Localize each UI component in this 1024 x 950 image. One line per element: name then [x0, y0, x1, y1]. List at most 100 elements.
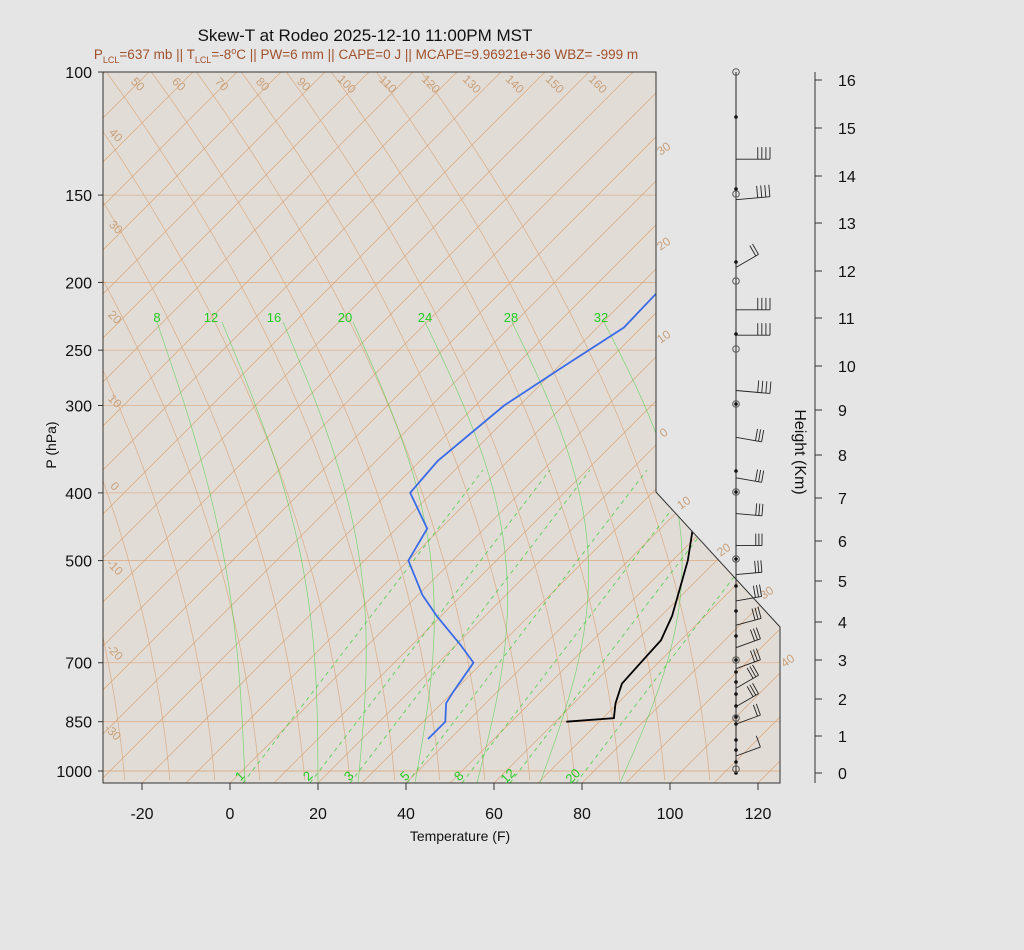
- isotherm-line: [103, 72, 546, 783]
- dry-adiabat-line: [196, 72, 486, 781]
- wind-dot: [734, 738, 738, 742]
- wind-level-circle: [732, 190, 740, 198]
- moist-adiabat-label: 32: [594, 310, 608, 325]
- wind-barb-flag: [758, 469, 762, 482]
- wind-barb: [735, 513, 762, 517]
- height-tick-label: 15: [838, 121, 856, 138]
- isotherm-line: [103, 72, 634, 783]
- mixing-ratio-line: [406, 469, 648, 783]
- wind-dot: [734, 490, 738, 494]
- wind-barb-flag: [746, 686, 754, 698]
- wind-dot: [734, 634, 738, 638]
- height-tick-label: 10: [838, 359, 856, 376]
- wind-barb-flag: [757, 560, 760, 573]
- wind-dot: [734, 187, 738, 191]
- dry-adiabat-line: [421, 72, 711, 781]
- isotherm-line: [103, 72, 678, 783]
- x-tick-label: -20: [130, 806, 153, 823]
- moist-adiabat-line: [282, 321, 367, 783]
- dry-adiabat-line: [376, 72, 666, 781]
- wind-barb-flag: [749, 666, 757, 678]
- wind-dot: [734, 680, 738, 684]
- wind-barb-flag: [754, 607, 759, 620]
- wind-dot: [734, 715, 738, 719]
- dry-adiabat-line: [106, 72, 396, 781]
- wind-barb-flag: [761, 503, 764, 516]
- height-tick-label: 6: [838, 534, 847, 551]
- wind-level-circle: [732, 400, 740, 408]
- wind-barb-flag: [752, 628, 758, 641]
- dry-adiabat-line: [286, 72, 576, 781]
- moist-adiabat-line: [352, 321, 435, 783]
- moist-adiabat-label: 20: [338, 310, 352, 325]
- pressure-tick-label: 1000: [56, 764, 92, 781]
- moist-adiabat-label: 8: [153, 310, 160, 325]
- height-tick-label: 2: [838, 692, 847, 709]
- dry-adiabat-line: [241, 72, 531, 781]
- height-tick-label: 3: [838, 653, 847, 670]
- moist-adiabat-label: 12: [204, 310, 218, 325]
- x-tick-label: 40: [397, 806, 415, 823]
- wind-dot: [734, 670, 738, 674]
- moist-adiabat-label: 24: [418, 310, 432, 325]
- wind-barb: [735, 638, 761, 649]
- wind-barb: [735, 254, 759, 268]
- wind-dot: [734, 469, 738, 473]
- x-tick-label: 0: [226, 806, 235, 823]
- isotherm-line: [537, 72, 780, 783]
- isotherm-line: [103, 72, 502, 783]
- wind-barb-flag: [757, 606, 762, 619]
- wind-barb-flag: [752, 683, 759, 694]
- wind-barb: [735, 436, 762, 443]
- height-tick-label: 7: [838, 491, 847, 508]
- wind-barb-flag: [755, 648, 761, 660]
- isotherm-line: [103, 72, 458, 783]
- pressure-tick-label: 100: [65, 65, 92, 82]
- plot-frame: [102, 71, 781, 784]
- wind-barb-flag: [750, 650, 755, 663]
- dry-adiabat-line: [103, 72, 216, 781]
- height-tick-label: 13: [838, 216, 856, 233]
- wind-profile: [732, 68, 772, 775]
- wind-barb-flag: [769, 381, 772, 394]
- mixing-ratio-line: [242, 469, 484, 783]
- isotherm-line: [449, 72, 780, 783]
- plot-area: [103, 72, 780, 783]
- wind-level-circle: [732, 277, 740, 285]
- height-tick-label: 11: [838, 311, 855, 328]
- moist-adiabat-line: [511, 321, 589, 783]
- moist-adiabat-line: [424, 321, 508, 783]
- wind-barb: [735, 659, 761, 670]
- isotherm-line: [625, 72, 780, 783]
- wind-barb-flag: [749, 684, 757, 696]
- chart-title: Skew-T at Rodeo 2025-12-10 11:00PM MST: [198, 26, 533, 45]
- wind-barb-flag: [761, 429, 765, 442]
- wind-barb-flag: [754, 560, 757, 573]
- height-tick-label: 5: [838, 574, 847, 591]
- wind-barb-flag: [750, 629, 755, 642]
- mixing-ratio-line: [461, 469, 703, 783]
- pressure-tick-label: 700: [65, 656, 92, 673]
- x-tick-label: 100: [657, 806, 684, 823]
- wind-barb-flag: [752, 704, 758, 717]
- isotherm-line: [103, 72, 326, 783]
- wind-barb: [735, 477, 762, 483]
- isotherm-line: [493, 72, 780, 783]
- wind-barb-flag: [755, 627, 761, 639]
- isotherm-line: [103, 72, 370, 783]
- height-tick-label: 16: [838, 73, 856, 90]
- wind-barb-flag: [757, 380, 760, 393]
- wind-dot: [734, 609, 738, 613]
- dry-adiabat-line: [103, 72, 306, 781]
- wind-barb-flag: [755, 735, 761, 748]
- isotherm-line: [103, 72, 282, 783]
- isotherm-line: [103, 72, 414, 783]
- wind-level-circle: [732, 345, 740, 353]
- wind-dot: [734, 658, 738, 662]
- wind-dot: [734, 260, 738, 264]
- x-axis-title: Temperature (F): [410, 828, 510, 844]
- pressure-tick-label: 300: [65, 399, 92, 416]
- wind-barb-flag: [764, 185, 767, 198]
- wind-barb-flag: [752, 243, 759, 255]
